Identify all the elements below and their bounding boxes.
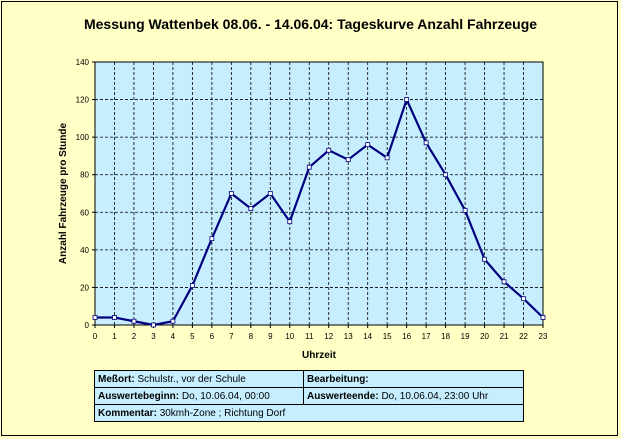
data-point [189,283,195,288]
data-point [423,140,429,146]
y-axis-label: Anzahl Fahrzeuge pro Stunde [58,123,69,265]
data-point [112,315,117,320]
data-point [326,147,332,153]
x-tick-label: 8 [249,332,254,341]
kommentar-value: 30kmh-Zone ; Richtung Dorf [159,407,286,419]
data-point [248,206,254,211]
data-point [540,315,546,320]
y-tick-label: 40 [80,246,89,255]
data-point [92,315,98,320]
data-point [267,191,273,196]
auswerteende-cell: Auswerteende: Do, 10.06.04, 23:00 Uhr [302,387,525,405]
data-point [384,155,390,161]
x-tick-label: 20 [480,332,489,341]
data-point [521,296,526,302]
x-tick-label: 19 [461,332,470,341]
data-point [287,219,293,225]
x-tick-label: 22 [519,332,528,341]
y-tick-label: 80 [80,171,89,180]
x-tick-label: 0 [93,332,98,341]
data-point [345,157,351,163]
x-tick-label: 4 [171,332,176,341]
x-tick-label: 7 [229,332,234,341]
series-line [95,98,544,327]
x-axis-label: Uhrzeit [302,350,337,361]
kommentar-cell: Kommentar: 30kmh-Zone ; Richtung Dorf [94,404,524,422]
y-tick-label: 0 [85,321,90,330]
data-point [209,236,215,241]
auswertebeginn-label: Auswertebeginn: [98,390,180,402]
x-tick-label: 14 [363,332,372,341]
bearbeitung-label: Bearbeitung: [306,373,369,385]
messort-cell: Meßort: Schulstr., vor der Schule [94,370,304,388]
data-point [404,97,410,102]
data-point [228,191,234,196]
x-tick-label: 21 [500,332,509,341]
messort-value: Schulstr., vor der Schule [137,373,246,385]
auswertebeginn-cell: Auswertebeginn: Do, 10.06.04, 00:00 [94,387,304,405]
y-tick-label: 140 [76,58,90,67]
x-tick-label: 12 [324,332,333,341]
data-point [482,256,487,262]
x-tick-label: 18 [441,332,450,341]
x-tick-label: 10 [285,332,294,341]
chart-title: Messung Wattenbek 08.06. - 14.06.04: Tag… [83,16,538,32]
data-point [170,318,176,324]
x-tick-label: 6 [210,332,215,341]
data-point [306,164,312,170]
x-tick-label: 5 [190,332,195,341]
info-table: Meßort: Schulstr., vor der Schule Bearbe… [94,370,525,422]
x-tick-label: 9 [268,332,273,341]
y-tick-label: 100 [76,133,90,142]
y-tick-label: 120 [76,96,90,105]
auswerteende-value: Do, 10.06.04, 23:00 Uhr [381,390,489,402]
auswertebeginn-value: Do, 10.06.04, 00:00 [181,390,270,402]
bearbeitung-cell: Bearbeitung: [302,370,525,388]
x-tick-label: 11 [305,332,314,341]
x-tick-label: 16 [402,332,411,341]
messort-label: Meßort: [98,373,135,385]
x-tick-label: 1 [112,332,117,341]
data-point [151,322,156,328]
y-tick-label: 20 [80,283,89,292]
y-tick-label: 60 [80,208,89,217]
x-tick-label: 23 [539,332,548,341]
plot-background [94,61,544,326]
x-tick-label: 13 [344,332,353,341]
x-tick-label: 17 [422,332,431,341]
data-point [443,172,449,178]
x-tick-label: 2 [132,332,137,341]
data-point [365,142,371,148]
kommentar-label: Kommentar: [98,407,157,419]
x-tick-label: 3 [151,332,156,341]
data-point [462,208,468,213]
data-point [131,318,137,324]
auswerteende-label: Auswerteende: [306,390,379,402]
x-tick-label: 15 [383,332,392,341]
data-point [501,279,507,285]
